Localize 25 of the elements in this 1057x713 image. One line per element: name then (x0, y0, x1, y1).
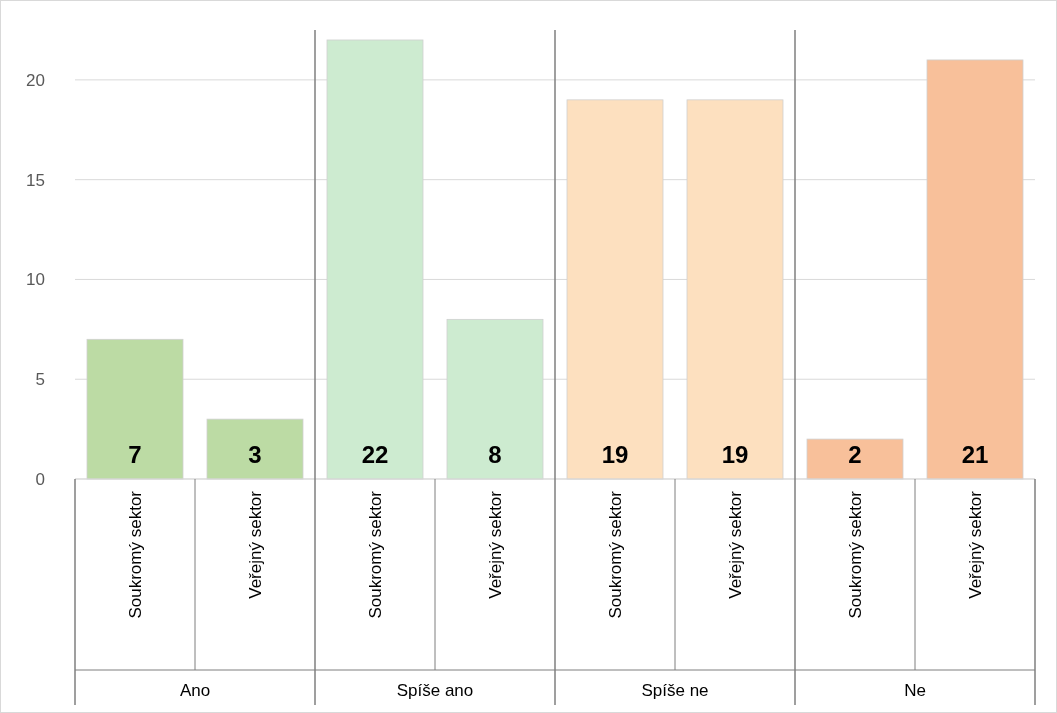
text: Spíše ano (396, 680, 474, 700)
data-label: 3 (248, 441, 262, 468)
data-label: 19 (721, 441, 749, 468)
x-tick-label: Veřejný sektor (725, 490, 745, 599)
data-label: 2 (848, 441, 862, 468)
data-label: 7 (128, 441, 142, 468)
y-tick-label: 10 (26, 270, 45, 290)
data-label: 22 (361, 441, 389, 468)
text: Spíše ne (641, 680, 709, 700)
text: Ne (904, 680, 926, 700)
text: Ano (179, 680, 211, 700)
y-tick-label: 5 (35, 370, 45, 390)
y-tick-label: 15 (26, 170, 45, 190)
data-label: 21 (961, 441, 989, 468)
data-label: 8 (488, 441, 502, 468)
x-tick-label: Soukromý sektor (605, 490, 625, 619)
data-label: 19 (601, 441, 629, 468)
x-tick-label: Veřejný sektor (485, 490, 505, 599)
x-tick-label: Veřejný sektor (965, 490, 985, 599)
x-tick-label: Soukromý sektor (845, 490, 865, 619)
y-tick-label: 20 (26, 70, 45, 90)
y-tick-label: 0 (35, 469, 45, 489)
x-tick-label: Soukromý sektor (125, 490, 145, 619)
x-tick-label: Veřejný sektor (245, 490, 265, 599)
x-tick-label: Soukromý sektor (365, 490, 385, 619)
